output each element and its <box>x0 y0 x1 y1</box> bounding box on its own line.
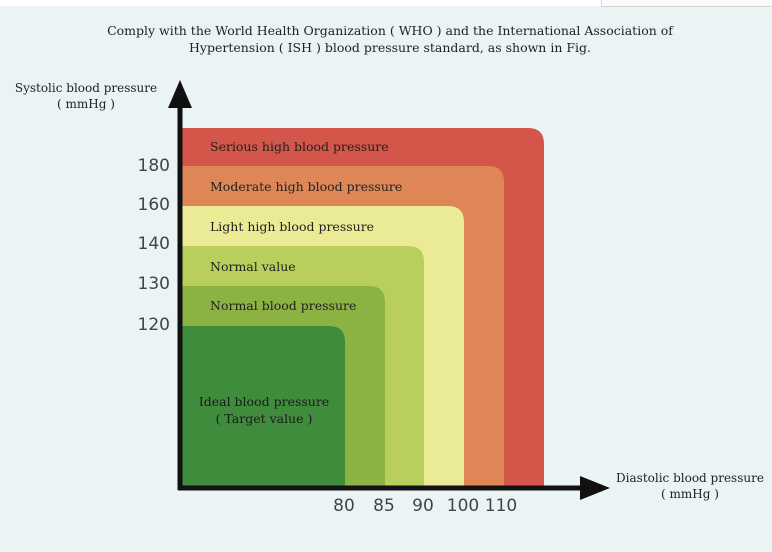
band-label-light: Light high blood pressure <box>210 219 375 234</box>
band-label-normal-bp: Normal blood pressure <box>210 298 357 313</box>
y-axis-label-line-1: Systolic blood pressure <box>14 81 158 95</box>
top-strip <box>0 0 772 6</box>
x-tick-110: 110 <box>484 496 518 516</box>
x-axis-arrow-icon <box>580 476 610 500</box>
x-tick-85: 85 <box>373 496 395 516</box>
title-line-1: Comply with the World Health Organizatio… <box>107 23 673 38</box>
x-axis-label: Diastolic blood pressure ( mmHg ) <box>612 470 768 502</box>
x-tick-80: 80 <box>333 496 355 516</box>
band-label-normal-value: Normal value <box>210 259 296 274</box>
y-tick-140: 140 <box>137 234 170 254</box>
title-line-2: Hypertension ( ISH ) blood pressure stan… <box>188 40 591 55</box>
y-tick-160: 160 <box>137 195 170 215</box>
x-tick-100: 100 <box>446 496 480 516</box>
top-corner-frame <box>601 0 772 7</box>
band-label-serious: Serious high blood pressure <box>210 139 389 154</box>
y-tick-180: 180 <box>137 156 170 176</box>
x-tick-90: 90 <box>412 496 434 516</box>
band-label-moderate: Moderate high blood pressure <box>210 179 403 194</box>
x-axis-label-line-2: ( mmHg ) <box>661 487 719 501</box>
zone-band-5 <box>180 326 345 488</box>
y-axis-label-line-2: ( mmHg ) <box>57 97 115 111</box>
band-label-ideal: Ideal blood pressure ( Target value ) <box>190 393 338 427</box>
band-label-ideal-line-2: ( Target value ) <box>215 411 313 426</box>
y-tick-120: 120 <box>137 315 170 335</box>
x-axis-label-line-1: Diastolic blood pressure <box>616 471 764 485</box>
y-axis-label: Systolic blood pressure ( mmHg ) <box>12 80 160 112</box>
band-label-ideal-line-1: Ideal blood pressure <box>198 394 330 409</box>
chart-title: Comply with the World Health Organizatio… <box>100 22 680 56</box>
y-tick-130: 130 <box>137 274 170 294</box>
y-axis-arrow-icon <box>168 80 192 108</box>
